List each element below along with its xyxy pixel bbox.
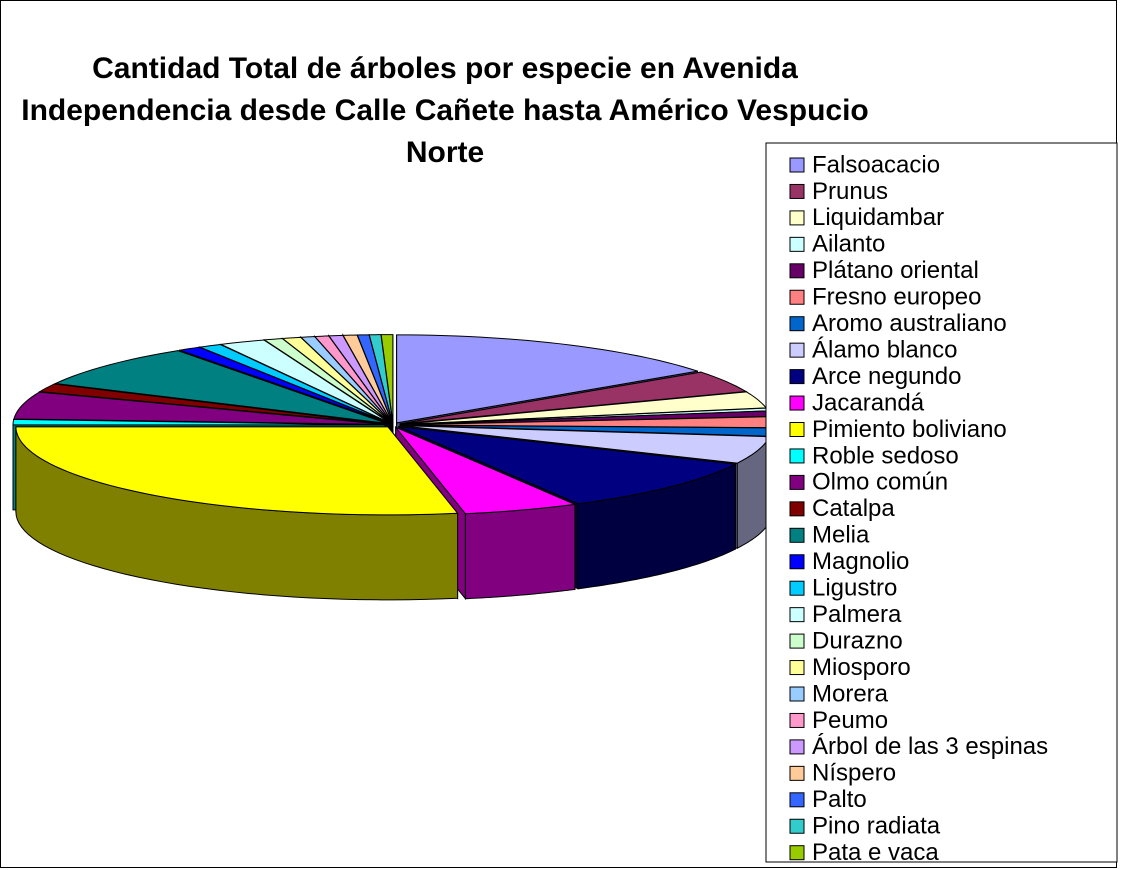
legend-label: Pimiento boliviano — [812, 416, 1007, 443]
legend-label: Melia — [812, 522, 870, 549]
legend-label: Miosporo — [812, 654, 911, 681]
legend-swatch — [789, 369, 805, 385]
legend-label: Arce negundo — [812, 363, 961, 390]
legend-swatch — [789, 845, 805, 861]
legend-swatch — [789, 236, 805, 252]
legend-swatch — [789, 554, 805, 570]
legend-swatch — [789, 660, 805, 676]
legend-label: Olmo común — [812, 469, 948, 496]
slice — [53, 350, 388, 424]
legend-swatch — [789, 448, 805, 464]
legend-swatch — [789, 792, 805, 808]
legend-label: Durazno — [812, 627, 903, 654]
slice — [38, 383, 386, 425]
slice — [395, 426, 577, 515]
legend-label: Aromo australiano — [812, 310, 1007, 337]
legend-swatch — [789, 607, 805, 623]
slice — [400, 391, 768, 425]
legend-swatch — [789, 289, 805, 305]
legend-swatch — [789, 157, 805, 173]
legend-swatch — [789, 474, 805, 490]
legend-label: Pino radiata — [812, 813, 941, 840]
legend-label: Peumo — [812, 707, 888, 734]
legend-swatch — [789, 712, 805, 728]
legend-swatch — [789, 316, 805, 332]
legend-label: Ligustro — [812, 575, 897, 602]
legend-label: Plátano oriental — [812, 257, 979, 284]
legend-box — [765, 142, 1118, 863]
legend-swatch — [789, 739, 805, 755]
legend-label: Palto — [812, 786, 867, 813]
legend-label: Roble sedoso — [812, 442, 959, 469]
legend-swatch — [789, 263, 805, 279]
legend-swatch — [789, 501, 805, 517]
legend-label: Níspero — [812, 760, 896, 787]
legend-swatch — [789, 527, 805, 543]
legend-label: Pata e vaca — [812, 839, 939, 866]
legend-label: Ailanto — [812, 231, 885, 258]
legend-swatch — [789, 183, 805, 199]
legend-label: Prunus — [812, 178, 888, 205]
chart-title: Cantidad Total de árboles por especie en… — [21, 52, 869, 169]
legend-swatch — [789, 633, 805, 649]
legend-label: Árbol de las 3 espinas — [812, 733, 1048, 760]
slice-side — [464, 503, 576, 600]
legend-swatch — [789, 342, 805, 358]
legend-label: Morera — [812, 680, 889, 707]
legend-label: Álamo blanco — [812, 336, 957, 363]
legend-swatch — [789, 210, 805, 226]
legend-label: Palmera — [812, 601, 902, 628]
legend-swatch — [789, 422, 805, 437]
slice — [13, 391, 386, 425]
legend-label: Fresno europeo — [812, 284, 981, 311]
legend-swatch — [789, 818, 805, 834]
slice — [380, 334, 394, 423]
slice — [396, 334, 698, 424]
legend-label: Liquidambar — [812, 204, 944, 231]
legend-swatch — [789, 395, 805, 411]
legend-label: Magnolio — [812, 548, 909, 575]
slice — [15, 426, 459, 516]
slice — [399, 371, 748, 425]
legend-swatch — [789, 765, 805, 781]
legend-label: Jacarandá — [812, 389, 925, 416]
legend-swatch — [789, 686, 805, 702]
legend-swatch — [789, 580, 805, 596]
legend-label: Falsoacacio — [812, 151, 940, 178]
legend-label: Catalpa — [812, 495, 895, 522]
slice — [398, 426, 738, 505]
